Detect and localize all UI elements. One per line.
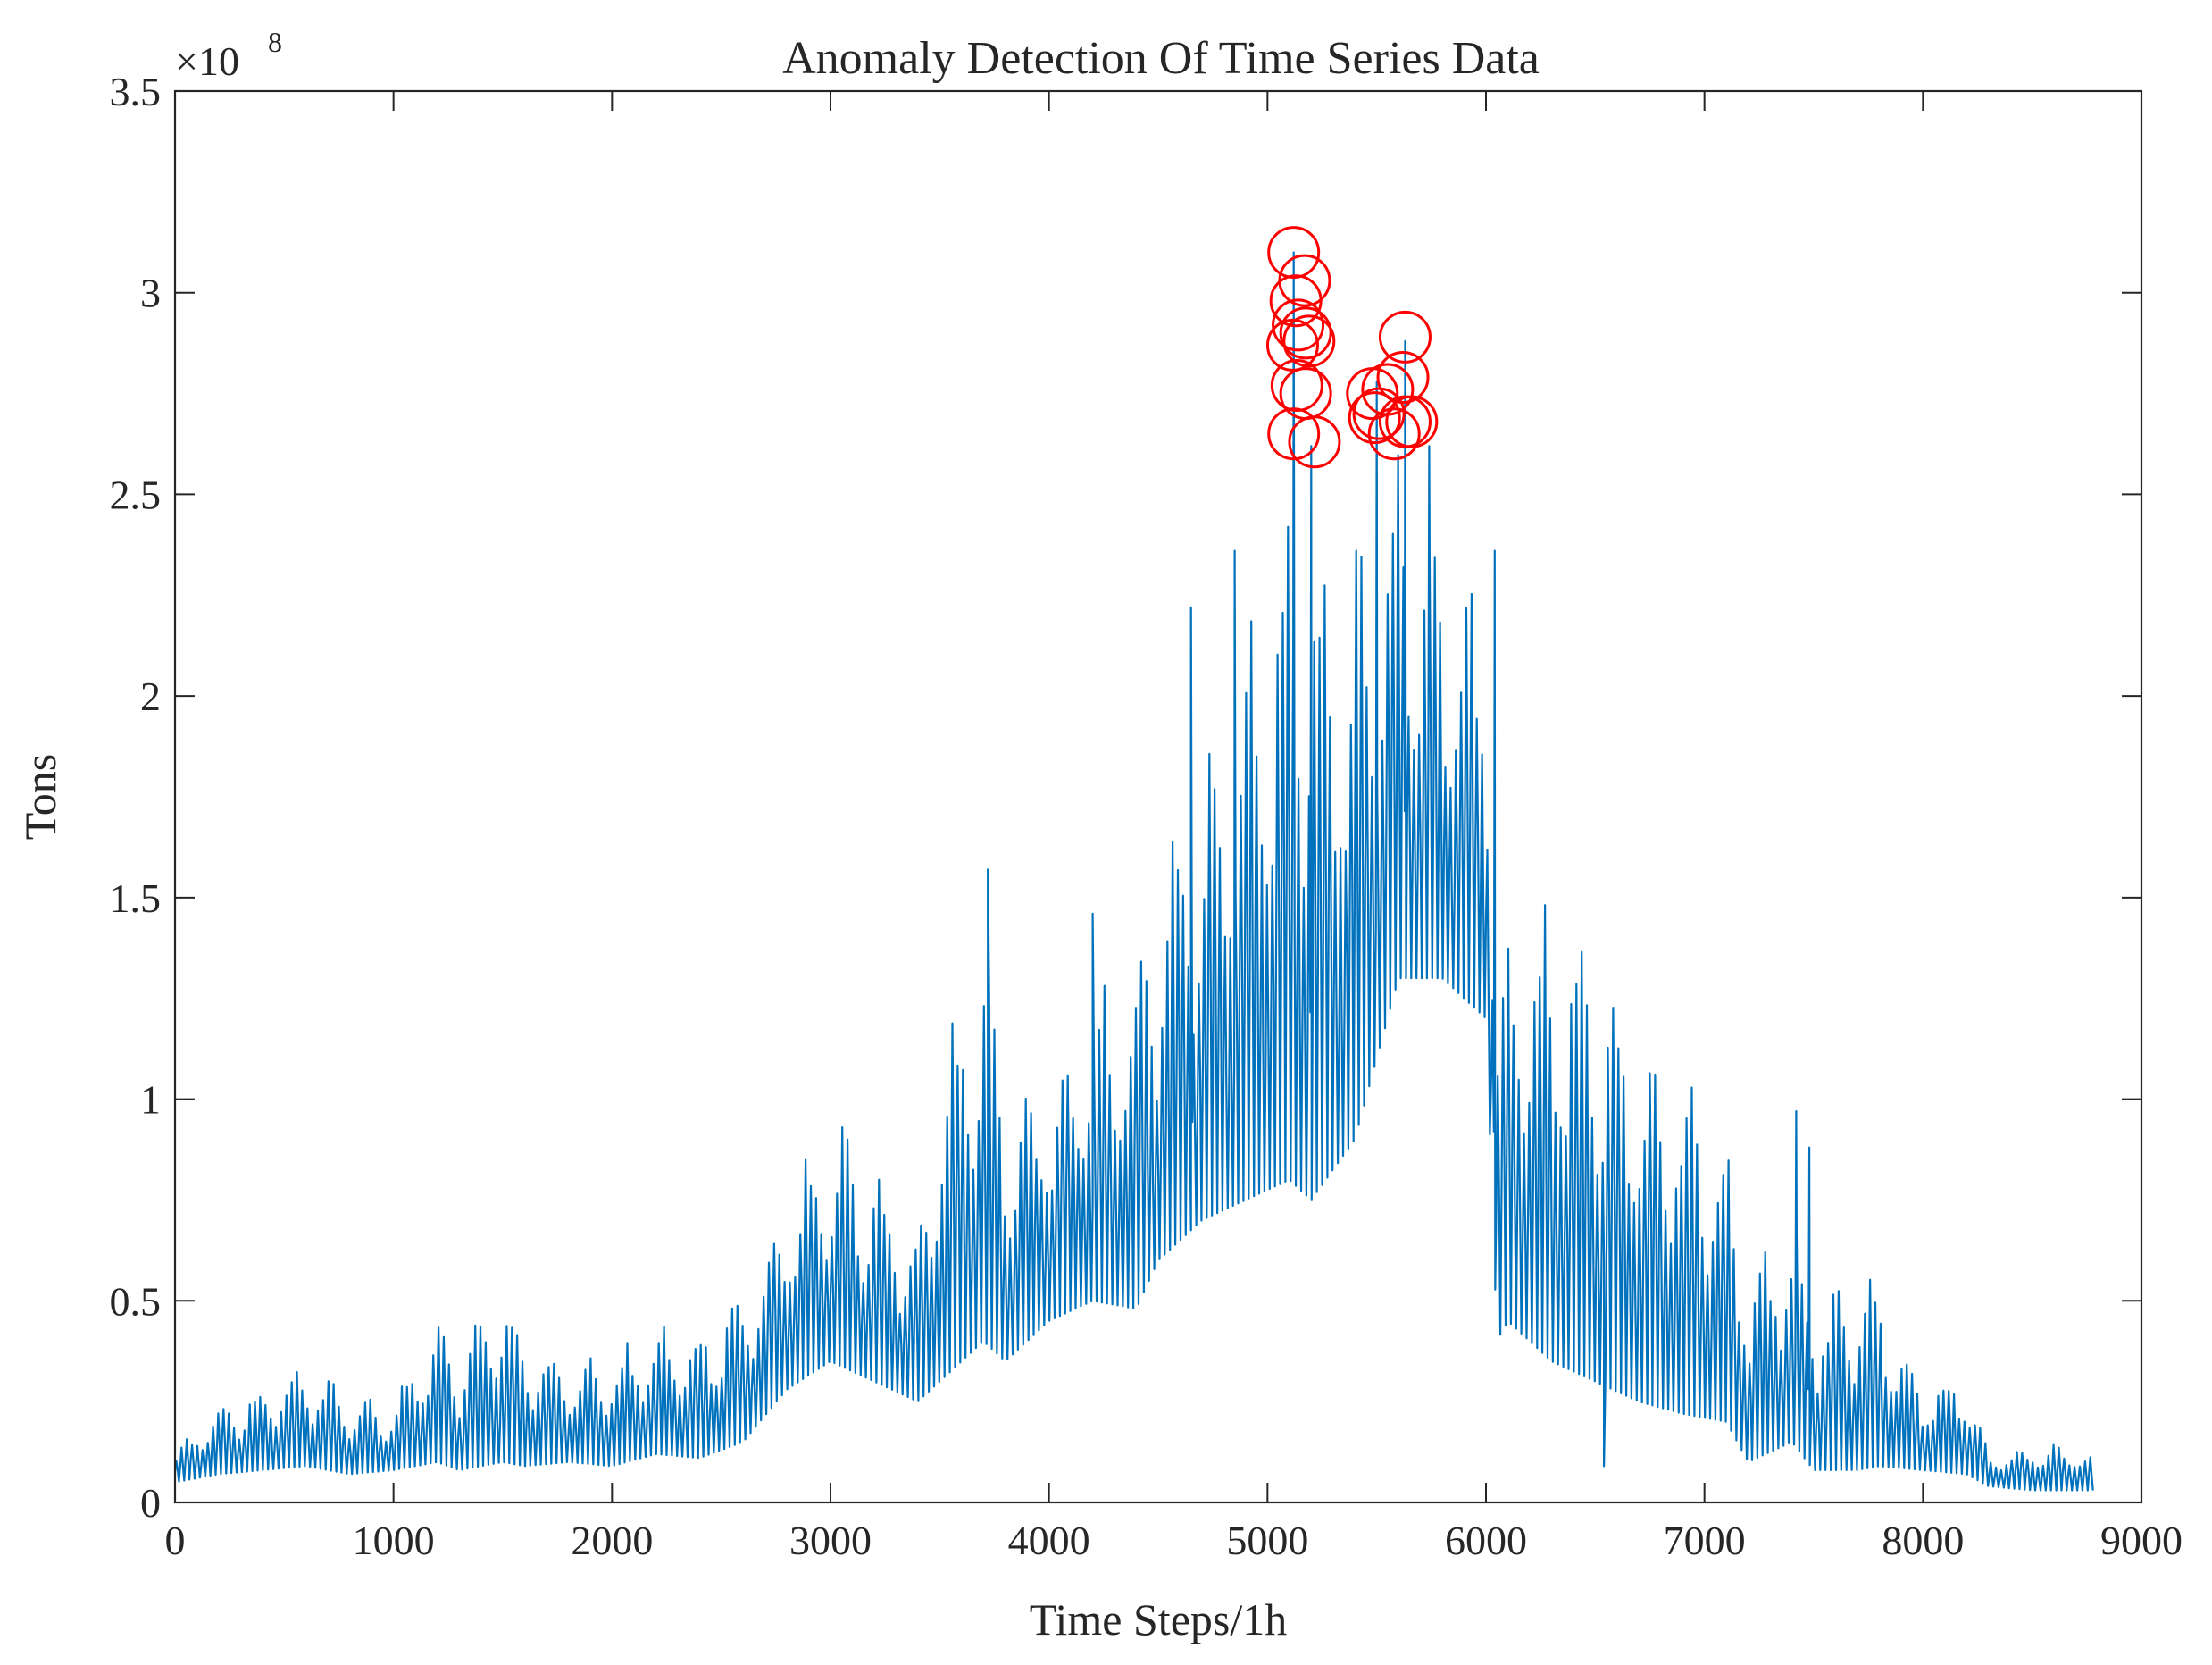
anomaly-marker <box>1282 314 1336 368</box>
anomaly-marker <box>1279 306 1332 360</box>
axes-box <box>173 89 2143 1504</box>
x-tick-label: 8000 <box>1882 1518 1964 1563</box>
y-tick-label: 2 <box>140 674 161 719</box>
anomaly-marker <box>1378 395 1432 448</box>
x-tick-label: 7000 <box>1664 1518 1746 1563</box>
x-tick-label: 2000 <box>571 1518 653 1563</box>
y-axis-title: Tons <box>15 754 65 841</box>
y-tick-label: 0.5 <box>110 1278 162 1324</box>
anomaly-marker <box>1270 359 1323 413</box>
y-tick-label: 3.5 <box>110 69 162 114</box>
anomaly-markers <box>1265 226 1439 469</box>
y-exponent-label: ×10 8 <box>175 26 282 84</box>
anomaly-marker <box>1269 274 1323 328</box>
y-exponent-base: ×10 <box>175 38 239 84</box>
y-exponent-power: 8 <box>268 26 282 58</box>
anomaly-marker <box>1352 387 1406 440</box>
x-tick-label: 4000 <box>1008 1518 1090 1563</box>
series-line <box>173 251 2094 1492</box>
anomaly-marker <box>1267 226 1321 280</box>
anomaly-marker <box>1367 407 1421 461</box>
chart-title: Anomaly Detection Of Time Series Data <box>782 33 1540 84</box>
anomaly-marker <box>1272 298 1325 352</box>
anomaly-marker <box>1348 391 1401 445</box>
anomaly-marker <box>1376 351 1430 405</box>
x-tick-label: 1000 <box>353 1518 435 1563</box>
y-tick-label: 1 <box>140 1077 161 1123</box>
y-tick-label: 2.5 <box>110 472 162 517</box>
anomaly-marker <box>1288 415 1341 469</box>
y-axis-ticks: 0 0.5 1 1.5 2 2.5 3 3.5 <box>110 69 2141 1526</box>
y-tick-label: 3 <box>140 271 161 316</box>
y-tick-label: 0 <box>140 1480 161 1526</box>
anomaly-marker <box>1378 310 1432 364</box>
y-tick-label: 1.5 <box>110 875 162 921</box>
x-tick-label: 6000 <box>1445 1518 1527 1563</box>
x-axis-title: Time Steps/1h <box>1030 1594 1288 1644</box>
plot-area <box>173 251 2094 1492</box>
x-tick-label: 5000 <box>1226 1518 1308 1563</box>
x-tick-label: 9000 <box>2100 1518 2183 1563</box>
x-tick-label: 3000 <box>789 1518 872 1563</box>
anomaly-marker <box>1265 318 1319 372</box>
anomaly-marker <box>1267 407 1321 461</box>
anomaly-marker <box>1346 367 1399 421</box>
x-tick-label: 0 <box>165 1518 186 1563</box>
x-axis-ticks: 0 1000 2000 3000 4000 5000 6000 7000 8000 9000 <box>165 91 2183 1563</box>
